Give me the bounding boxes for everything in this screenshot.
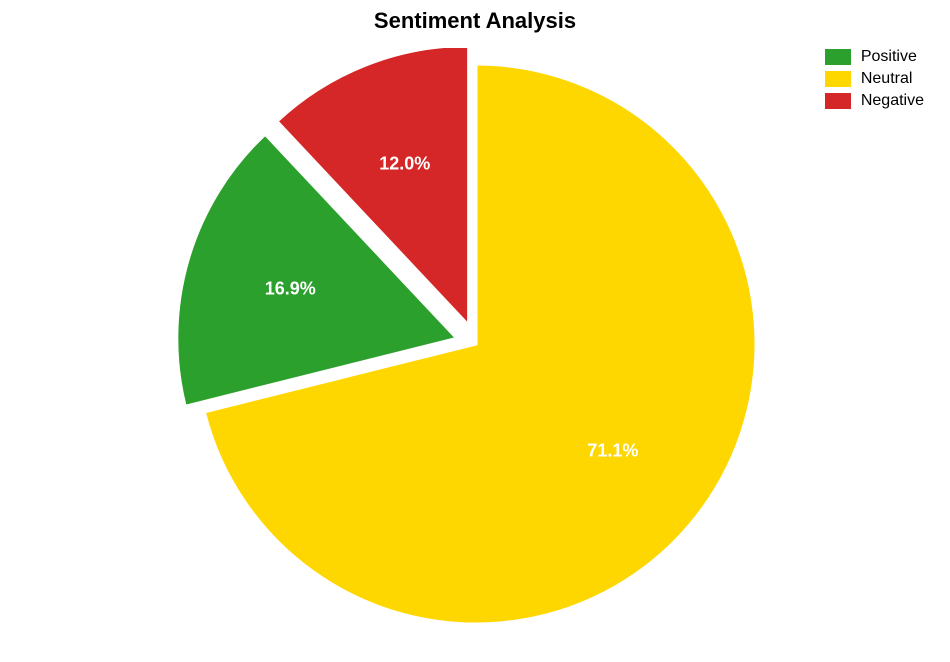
chart-container: Sentiment Analysis Positive Neutral Nega… bbox=[0, 0, 950, 662]
legend-label: Negative bbox=[861, 92, 924, 110]
legend-swatch bbox=[825, 49, 851, 65]
pie-chart bbox=[0, 48, 950, 648]
legend-label: Neutral bbox=[861, 70, 913, 88]
slice-label-positive: 16.9% bbox=[265, 279, 316, 300]
slice-label-neutral: 71.1% bbox=[587, 440, 638, 461]
chart-title: Sentiment Analysis bbox=[0, 8, 950, 34]
legend-item-negative: Negative bbox=[825, 92, 924, 110]
legend: Positive Neutral Negative bbox=[825, 48, 924, 114]
legend-swatch bbox=[825, 71, 851, 87]
legend-swatch bbox=[825, 93, 851, 109]
slice-label-negative: 12.0% bbox=[379, 153, 430, 174]
legend-label: Positive bbox=[861, 48, 917, 66]
pie-svg bbox=[0, 48, 950, 648]
legend-item-positive: Positive bbox=[825, 48, 924, 66]
legend-item-neutral: Neutral bbox=[825, 70, 924, 88]
